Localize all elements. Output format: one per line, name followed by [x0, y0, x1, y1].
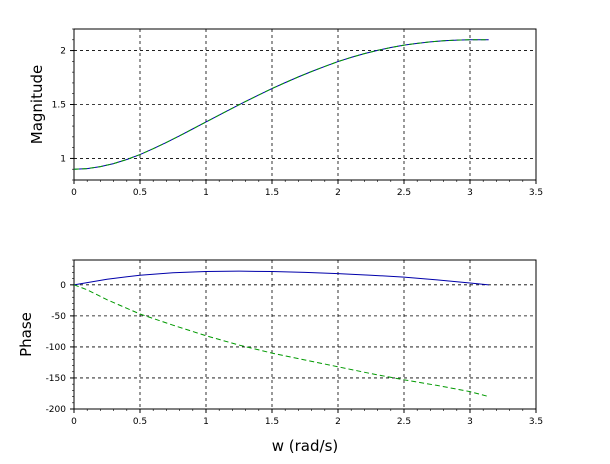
magnitude-x-tick-label-2: 1	[203, 188, 209, 198]
magnitude-x-tick-label-4: 2	[335, 188, 341, 198]
phase-y-tick-label-4: 0	[60, 281, 66, 291]
magnitude-y-tick-label-1: 1.5	[52, 101, 66, 111]
phase-x-tick-label-4: 2	[335, 417, 341, 427]
phase-plot: 0 0.5 1 1.5 2 2.5 3 3.5 -200-150-100-500 Phase …	[17, 259, 543, 455]
magnitude-y-axis-label: Magnitude	[28, 65, 46, 144]
phase-x-tick-label-5: 2.5	[397, 417, 411, 427]
phase-y-tick-label-2: -100	[46, 343, 67, 353]
phase-x-tick-label-1: 0.5	[133, 417, 147, 427]
phase-y-axis-label: Phase	[17, 312, 35, 357]
phase-x-tick-label-3: 1.5	[265, 417, 279, 427]
magnitude-x-tick-label-0: 0	[71, 188, 77, 198]
phase-y-tick-label-1: -150	[46, 374, 67, 384]
magnitude-x-ticks: 0 0.5 1 1.5 2 2.5 3 3.5	[71, 180, 543, 198]
phase-x-ticks: 0 0.5 1 1.5 2 2.5 3 3.5	[71, 409, 543, 427]
phase-grid	[74, 260, 536, 409]
magnitude-x-tick-label-3: 1.5	[265, 188, 279, 198]
phase-x-tick-label-6: 3	[467, 417, 473, 427]
magnitude-plot: 0 0.5 1 1.5 2 2.5 3 3.5 11.52 Magnitude	[28, 28, 543, 198]
magnitude-series-line-0	[73, 39, 489, 170]
phase-y-tick-label-0: -200	[46, 405, 67, 415]
phase-series	[73, 270, 489, 398]
phase-x-tick-label-0: 0	[71, 417, 77, 427]
phase-y-tick-label-3: -50	[51, 312, 66, 322]
phase-series-line-0	[73, 270, 489, 286]
magnitude-y-tick-label-2: 2	[60, 47, 66, 57]
phase-x-tick-label-2: 1	[203, 417, 209, 427]
phase-x-tick-label-7: 3.5	[529, 417, 543, 427]
phase-x-axis-label: w (rad/s)	[272, 437, 339, 455]
magnitude-x-tick-label-1: 0.5	[133, 188, 147, 198]
phase-y-ticks: -200 -150 -100 -50 0	[46, 259, 74, 415]
magnitude-grid	[74, 29, 536, 180]
magnitude-y-tick-label-0: 1	[60, 154, 66, 164]
magnitude-y-ticks: 11.52	[52, 28, 74, 181]
magnitude-x-tick-label-6: 3	[467, 188, 473, 198]
magnitude-series	[73, 39, 489, 170]
magnitude-x-tick-label-5: 2.5	[397, 188, 411, 198]
phase-series-line-1	[73, 284, 489, 398]
magnitude-x-tick-label-7: 3.5	[529, 188, 543, 198]
